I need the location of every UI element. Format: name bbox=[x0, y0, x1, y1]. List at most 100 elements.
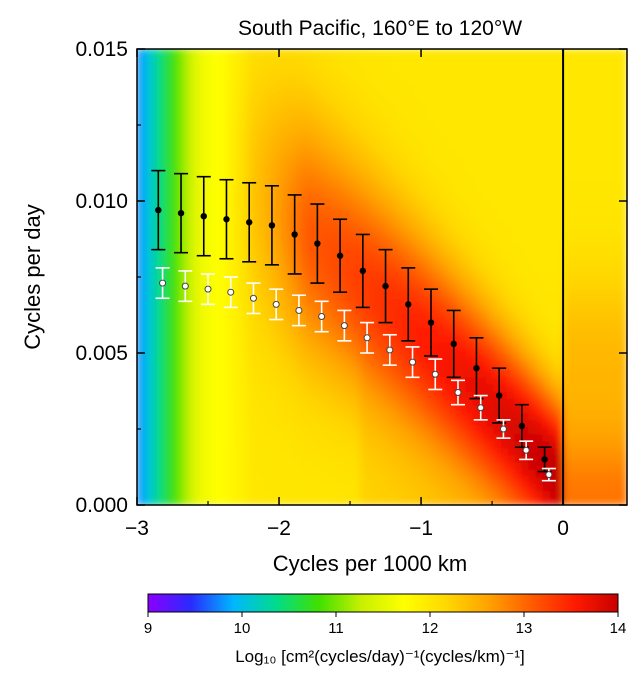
heatmap-cell bbox=[290, 126, 299, 136]
heatmap-cell bbox=[248, 490, 257, 499]
colorbar-tick-label: 13 bbox=[516, 620, 533, 637]
heatmap-cell bbox=[507, 404, 516, 413]
heatmap-cell bbox=[192, 497, 201, 505]
heatmap-cell bbox=[353, 91, 362, 100]
heatmap-cell bbox=[304, 319, 313, 328]
heatmap-cell bbox=[213, 219, 222, 228]
heatmap-cell bbox=[367, 461, 376, 470]
heatmap-cell bbox=[605, 276, 614, 285]
heatmap-cell bbox=[150, 176, 159, 185]
heatmap-cell bbox=[409, 105, 418, 114]
heatmap-cell bbox=[339, 190, 348, 200]
heatmap-cell bbox=[178, 475, 187, 485]
heatmap-cell bbox=[388, 76, 397, 86]
heatmap-cell bbox=[542, 198, 551, 207]
heatmap-cell bbox=[493, 497, 502, 505]
heatmap-cell bbox=[137, 98, 145, 107]
heatmap-cell bbox=[262, 297, 271, 307]
heatmap-cell bbox=[423, 454, 432, 463]
heatmap-cell bbox=[143, 490, 152, 499]
heatmap-cell bbox=[556, 447, 565, 456]
heatmap-cell bbox=[619, 91, 627, 100]
heatmap-cell bbox=[374, 112, 383, 121]
y-tick-label: 0.005 bbox=[75, 342, 128, 365]
heatmap-cell bbox=[304, 418, 313, 428]
heatmap-cell bbox=[465, 198, 474, 207]
heatmap-cell bbox=[206, 340, 215, 349]
heatmap-cell bbox=[290, 133, 299, 143]
heatmap-cell bbox=[332, 347, 341, 356]
heatmap-cell bbox=[388, 141, 397, 150]
heatmap-cell bbox=[150, 49, 159, 57]
heatmap-cell bbox=[598, 347, 607, 356]
heatmap-cell bbox=[605, 105, 614, 114]
heatmap-cell bbox=[290, 447, 299, 456]
heatmap-cell bbox=[479, 383, 488, 392]
heatmap-cell bbox=[528, 212, 537, 221]
heatmap-cell bbox=[318, 141, 327, 150]
heatmap-cell bbox=[521, 276, 530, 285]
heatmap-cell bbox=[192, 326, 201, 335]
heatmap-cell bbox=[493, 361, 502, 371]
heatmap-cell bbox=[143, 126, 152, 136]
heatmap-cell bbox=[486, 212, 495, 221]
heatmap-cell bbox=[409, 84, 418, 93]
heatmap-cell bbox=[241, 369, 250, 378]
heatmap-cell bbox=[311, 461, 320, 470]
heatmap-cell bbox=[283, 347, 292, 356]
heatmap-cell bbox=[248, 226, 257, 235]
heatmap-cell bbox=[577, 347, 586, 356]
heatmap-cell bbox=[486, 361, 495, 371]
heatmap-cell bbox=[416, 176, 425, 185]
heatmap-cell bbox=[283, 340, 292, 349]
heatmap-cell bbox=[269, 475, 278, 485]
heatmap-cell bbox=[143, 326, 152, 335]
heatmap-cell bbox=[360, 411, 369, 421]
y-tick-label: 0.010 bbox=[75, 190, 128, 213]
heatmap-cell bbox=[318, 133, 327, 143]
heatmap-cell bbox=[549, 497, 558, 505]
heatmap-cell bbox=[472, 190, 481, 200]
heatmap-cell bbox=[255, 383, 264, 392]
heatmap-cell bbox=[465, 226, 474, 235]
heatmap-cell bbox=[360, 91, 369, 100]
heatmap-cell bbox=[227, 233, 236, 242]
heatmap-cell bbox=[402, 233, 411, 242]
heatmap-cell bbox=[437, 112, 446, 121]
heatmap-cell bbox=[605, 383, 614, 392]
heatmap-cell bbox=[325, 190, 334, 200]
heatmap-cell bbox=[472, 69, 481, 79]
heatmap-cell bbox=[367, 205, 376, 214]
heatmap-cell bbox=[584, 212, 593, 221]
heatmap-cell bbox=[598, 205, 607, 214]
heatmap-cell bbox=[423, 418, 432, 428]
heatmap-cell bbox=[150, 361, 159, 371]
heatmap-cell bbox=[479, 497, 488, 505]
heatmap-cell bbox=[360, 361, 369, 371]
heatmap-cell bbox=[437, 440, 446, 449]
heatmap-cell bbox=[276, 240, 285, 250]
heatmap-cell bbox=[619, 148, 627, 157]
heatmap-cell bbox=[262, 84, 271, 93]
heatmap-cell bbox=[171, 433, 180, 442]
heatmap-cell bbox=[318, 319, 327, 328]
heatmap-cell bbox=[542, 62, 551, 71]
heatmap-cell bbox=[157, 183, 166, 193]
heatmap-cell bbox=[339, 376, 348, 385]
heatmap-cell bbox=[192, 255, 201, 264]
heatmap-cell bbox=[395, 105, 404, 114]
heatmap-cell bbox=[213, 475, 222, 485]
heatmap-cell bbox=[150, 411, 159, 421]
heatmap-cell bbox=[493, 312, 502, 321]
heatmap-cell bbox=[535, 376, 544, 385]
heatmap-cell bbox=[304, 212, 313, 221]
heatmap-cell bbox=[157, 112, 166, 121]
heatmap-cell bbox=[269, 162, 278, 171]
heatmap-cell bbox=[584, 319, 593, 328]
heatmap-cell bbox=[479, 119, 488, 128]
heatmap-cell bbox=[213, 49, 222, 57]
heatmap-cell bbox=[444, 190, 453, 200]
heatmap-cell bbox=[577, 141, 586, 150]
heatmap-cell bbox=[528, 247, 537, 257]
heatmap-cell bbox=[143, 404, 152, 413]
